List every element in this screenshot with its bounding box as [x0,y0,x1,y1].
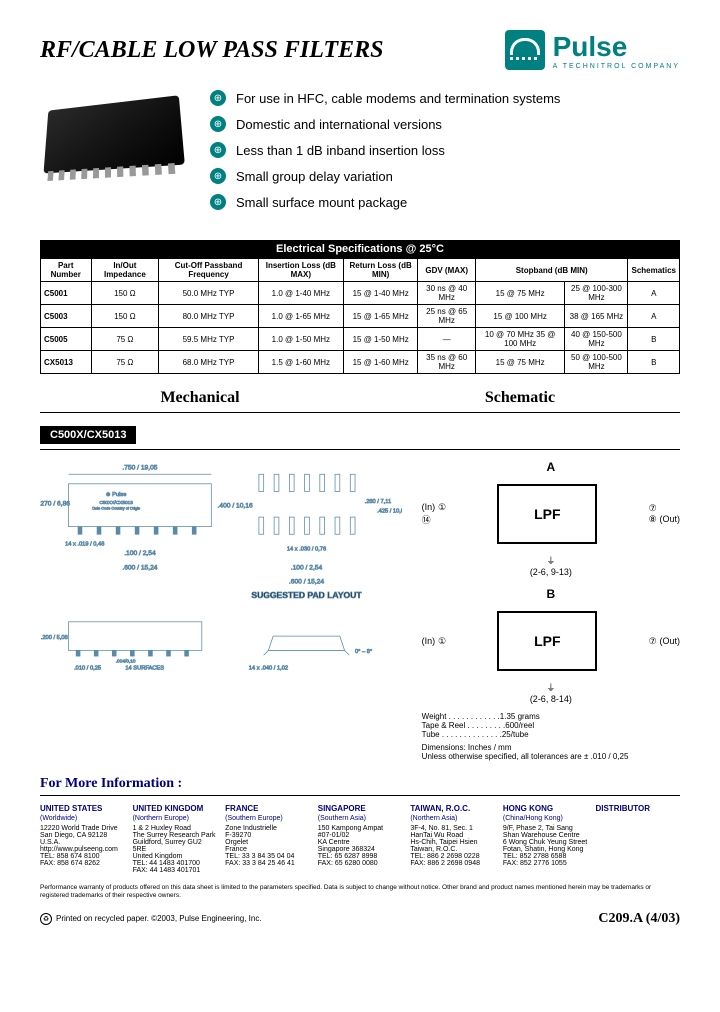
spec-table: Part NumberIn/Out ImpedanceCut-Off Passb… [40,258,680,374]
mechanical-drawing: .750 / 19,05 .270 / 6,86 ⊕ Pulse C50XX/C… [40,460,402,761]
table-row: C5003150 Ω80.0 MHz TYP1.0 @ 1-65 MHz15 @… [41,305,680,328]
bullet-icon: ⊕ [210,168,226,184]
contact-block: UNITED KINGDOM(Northern Europe)1 & 2 Hux… [133,804,218,874]
logo-tagline: A TECHNITROL COMPANY [553,63,680,70]
schematic-drawing: A (In) ①⑭ LPF ⑦⑧ (Out) ⏚(2-6, 9-13) B (I… [422,460,680,761]
svg-text:.010 / 0,25: .010 / 0,25 [74,665,101,671]
feature-item: ⊕Small surface mount package [210,194,560,210]
mechanical-heading: Mechanical [40,389,360,407]
svg-text:SUGGESTED PAD LAYOUT: SUGGESTED PAD LAYOUT [251,590,362,600]
bullet-icon: ⊕ [210,194,226,210]
more-info-heading: For More Information : [40,776,680,796]
svg-text:14 SURFACES: 14 SURFACES [125,665,164,671]
table-row: C500575 Ω59.5 MHz TYP1.0 @ 1-50 MHz15 @ … [41,328,680,351]
contact-block: SINGAPORE(Southern Asia)150 Kampong Ampa… [318,804,403,874]
footer-copyright: ♻Printed on recycled paper. ©2003, Pulse… [40,913,262,925]
svg-text:.750 / 19,05: .750 / 19,05 [122,465,157,472]
logo-icon [505,30,545,70]
feature-item: ⊕Domestic and international versions [210,116,560,132]
table-row: C5001150 Ω50.0 MHz TYP1.0 @ 1-40 MHz15 @… [41,282,680,305]
schematic-heading: Schematic [360,389,680,407]
svg-text:14 x .030 / 0,76: 14 x .030 / 0,76 [287,546,326,552]
svg-text:.600 / 15,24: .600 / 15,24 [289,579,324,586]
svg-text:.004/0,10: .004/0,10 [116,659,136,665]
logo-name: Pulse [553,31,680,63]
product-image [44,95,185,173]
bullet-icon: ⊕ [210,116,226,132]
contact-block: UNITED STATES(Worldwide)12220 World Trad… [40,804,125,874]
svg-text:Date Code Country of Origin: Date Code Country of Origin [92,506,140,510]
svg-text:C50XX/CX5013: C50XX/CX5013 [99,500,133,506]
svg-text:14 x .019 / 0,48: 14 x .019 / 0,48 [65,542,104,548]
contact-block: FRANCE(Southern Europe)Zone Industrielle… [225,804,310,874]
svg-text:.200 / 5,08: .200 / 5,08 [41,635,68,641]
company-logo: Pulse A TECHNITROL COMPANY [505,30,680,70]
svg-text:14 x .040 / 1,02: 14 x .040 / 1,02 [249,665,288,671]
svg-text:.100 / 2,54: .100 / 2,54 [291,564,323,571]
disclaimer-text: Performance warranty of products offered… [40,884,680,901]
contacts-row: UNITED STATES(Worldwide)12220 World Trad… [40,804,680,874]
feature-item: ⊕Small group delay variation [210,168,560,184]
contact-block: TAIWAN, R.O.C.(Northern Asia)3F-4, No. 8… [410,804,495,874]
spec-table-title: Electrical Specifications @ 25°C [40,240,680,258]
model-label: C500X/CX5013 [40,426,136,444]
svg-text:⊕ Pulse: ⊕ Pulse [106,492,127,498]
document-id: C209.A (4/03) [598,911,680,927]
feature-item: ⊕Less than 1 dB inband insertion loss [210,142,560,158]
bullet-icon: ⊕ [210,142,226,158]
svg-text:.270 / 6,86: .270 / 6,86 [40,501,70,508]
svg-text:.425 / 10,80: .425 / 10,80 [377,508,402,514]
contact-block: HONG KONG(China/Hong Kong)9/F, Phase 2, … [503,804,588,874]
svg-text:.280 / 7,11: .280 / 7,11 [365,499,392,505]
table-row: CX501375 Ω68.0 MHz TYP1.5 @ 1-60 MHz15 @… [41,351,680,374]
contact-block: DISTRIBUTOR [595,804,680,874]
svg-text:.600 / 15,24: .600 / 15,24 [122,564,157,571]
svg-text:0° – 8°: 0° – 8° [355,649,372,655]
page-title: RF/CABLE LOW PASS FILTERS [40,37,383,64]
svg-text:.100 / 2,54: .100 / 2,54 [124,550,156,557]
feature-item: ⊕For use in HFC, cable modems and termin… [210,90,560,106]
feature-list: ⊕For use in HFC, cable modems and termin… [210,90,560,220]
bullet-icon: ⊕ [210,90,226,106]
svg-text:.400 / 10,16: .400 / 10,16 [218,503,253,510]
